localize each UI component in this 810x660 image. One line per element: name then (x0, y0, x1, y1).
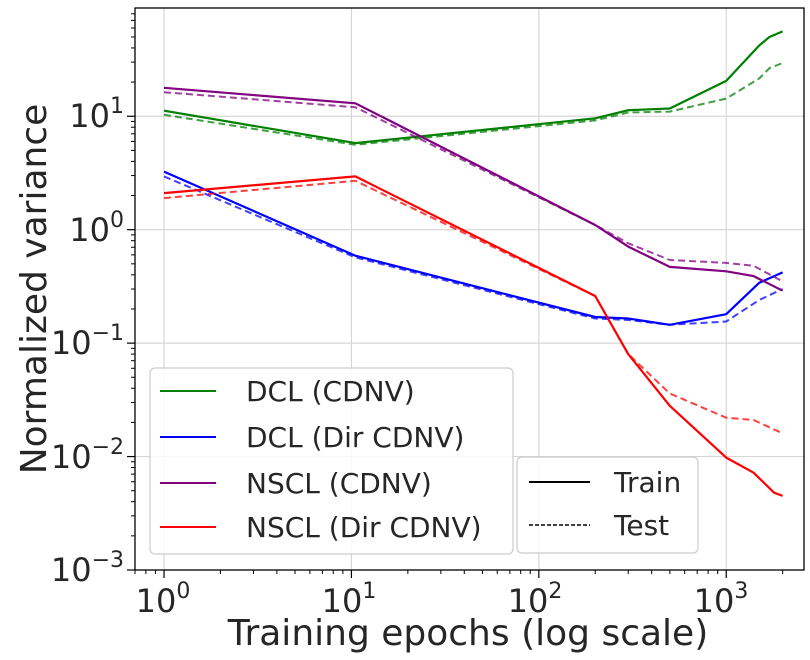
x-axis-label: Training epochs (log scale) (227, 613, 709, 654)
series-dcl-dir-cdnv-train (163, 170, 784, 326)
y-tick-label-1: 100 (69, 208, 124, 249)
grid (135, 8, 804, 570)
y-axis-label: Normalized variance (14, 104, 55, 475)
series-dcl-dir-cdnv-test (163, 175, 784, 326)
series-nscl-cdnv-train (163, 86, 784, 292)
y-tick-label-0: 101 (69, 94, 124, 135)
legend-style: Train Test (516, 456, 699, 554)
x-tick-label-0: 100 (136, 579, 191, 620)
y-tick-label-2: 10−1 (51, 321, 124, 362)
legend-series: DCL (CDNV) DCL (Dir CDNV) NSCL (CDNV) NS… (149, 367, 514, 555)
legend-label-dcl-dir-cdnv: DCL (Dir CDNV) (246, 421, 464, 454)
series-nscl-cdnv-test (163, 91, 784, 283)
y-tick-label-4: 10−3 (51, 548, 124, 589)
x-tick-label-2: 102 (508, 579, 563, 620)
y-tick-label-3: 10−2 (51, 435, 124, 476)
series-lines (163, 30, 784, 497)
x-tick-label-3: 103 (694, 579, 749, 620)
legend-label-train: Train (613, 466, 681, 499)
series-dcl-cdnv-train (163, 30, 784, 145)
legend-label-test: Test (613, 509, 669, 542)
legend-series-box (149, 367, 514, 555)
legend-label-dcl-cdnv: DCL (CDNV) (246, 375, 415, 408)
legend-label-nscl-dir-cdnv: NSCL (Dir CDNV) (246, 511, 482, 544)
series-dcl-cdnv-test (163, 62, 783, 146)
series-nscl-dir-cdnv-train (163, 175, 783, 497)
series-nscl-dir-cdnv-test (163, 179, 784, 435)
x-tick-label-1: 101 (322, 579, 377, 620)
legend-label-nscl-cdnv: NSCL (CDNV) (246, 467, 432, 500)
tick-marks (127, 13, 784, 578)
